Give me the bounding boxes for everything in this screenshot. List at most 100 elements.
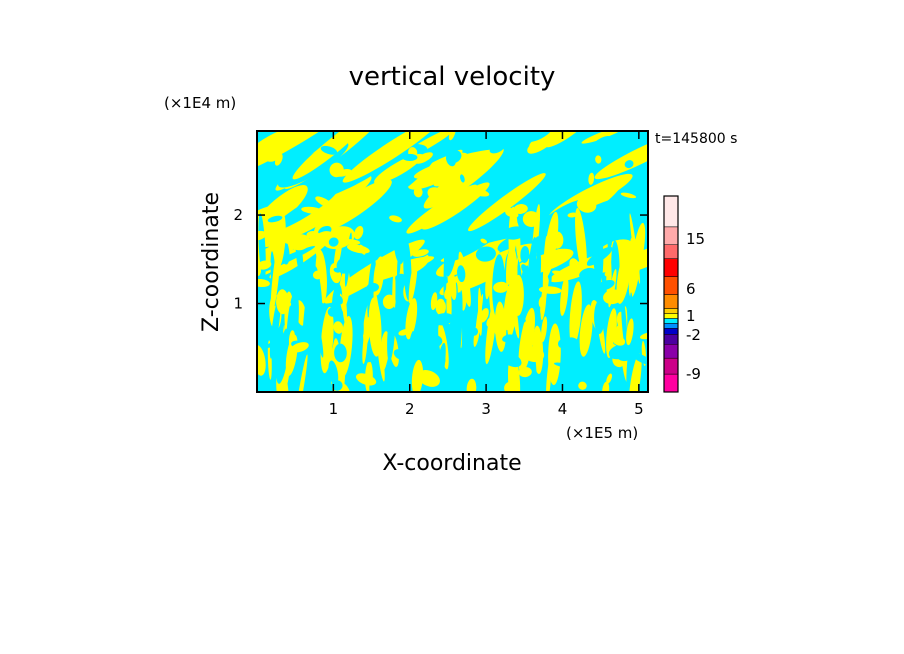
field-speck bbox=[337, 295, 343, 305]
chart-title: vertical velocity bbox=[349, 62, 556, 92]
field-speck bbox=[274, 153, 283, 166]
field-speck bbox=[596, 279, 615, 291]
field-speck bbox=[578, 381, 587, 390]
field-streak bbox=[334, 343, 347, 363]
field-speck bbox=[395, 273, 406, 282]
field-speck bbox=[521, 264, 530, 277]
field-speck bbox=[533, 165, 555, 173]
field-speck bbox=[257, 278, 270, 288]
field-streak bbox=[632, 369, 638, 392]
field-speck bbox=[569, 258, 580, 274]
field-streak bbox=[632, 295, 646, 316]
field-speck bbox=[327, 307, 338, 317]
field-speck bbox=[290, 234, 310, 251]
field-speck bbox=[329, 162, 344, 178]
field-streak bbox=[362, 327, 368, 364]
field-streak bbox=[602, 381, 610, 392]
field-speck bbox=[501, 207, 515, 213]
field-speck bbox=[608, 344, 631, 360]
field-streak bbox=[368, 297, 382, 357]
field-speck bbox=[489, 143, 505, 154]
y-tick-label: 2 bbox=[233, 206, 243, 224]
field-speck bbox=[340, 239, 361, 246]
colorbar-tick-label: 15 bbox=[686, 230, 705, 248]
field-speck bbox=[427, 187, 447, 202]
field-streak bbox=[520, 245, 530, 263]
field-patch bbox=[374, 153, 423, 184]
field-speck bbox=[391, 306, 408, 318]
field-streak bbox=[607, 230, 613, 250]
field-speck bbox=[312, 270, 323, 280]
field-speck bbox=[469, 188, 490, 197]
field-speck bbox=[480, 238, 488, 244]
field-streak bbox=[295, 354, 308, 392]
field-patch bbox=[430, 160, 477, 184]
x-axis-title: X-coordinate bbox=[382, 451, 521, 476]
field-streak bbox=[575, 208, 587, 276]
field-streak bbox=[333, 233, 343, 271]
field-speck bbox=[262, 148, 279, 162]
field-streak bbox=[400, 356, 407, 392]
field-speck bbox=[479, 308, 489, 323]
x-tick-label: 1 bbox=[329, 400, 339, 418]
field-streak bbox=[430, 292, 438, 311]
colorbar-segment bbox=[663, 276, 679, 295]
plot-frame bbox=[256, 130, 649, 393]
field-patch bbox=[342, 131, 442, 183]
field-speck bbox=[624, 160, 634, 169]
field-speck bbox=[593, 135, 612, 147]
field-patch bbox=[581, 131, 625, 144]
field-speck bbox=[523, 346, 545, 363]
field-speck bbox=[366, 282, 379, 292]
colorbar-segment bbox=[663, 323, 679, 329]
field-streak bbox=[387, 305, 396, 362]
field-streak bbox=[594, 300, 605, 335]
field-speck bbox=[328, 237, 339, 247]
field-patch bbox=[546, 131, 585, 148]
field-streak bbox=[530, 251, 542, 320]
colorbar-segment bbox=[663, 308, 679, 314]
field-speck bbox=[414, 152, 433, 164]
field-speck bbox=[568, 180, 577, 194]
field-streak bbox=[579, 304, 593, 357]
velocity-field bbox=[257, 131, 648, 392]
field-streak bbox=[393, 213, 406, 265]
colorbar-segment bbox=[663, 373, 679, 393]
field-blobs bbox=[257, 131, 648, 392]
field-speck bbox=[336, 257, 353, 274]
field-streak bbox=[569, 281, 582, 346]
field-streak bbox=[507, 353, 521, 392]
field-streak bbox=[446, 351, 458, 378]
field-speck bbox=[257, 260, 272, 270]
field-streak bbox=[592, 217, 604, 285]
field-patch bbox=[444, 219, 512, 263]
colorbar-frame bbox=[663, 195, 679, 393]
x-tick-label: 3 bbox=[481, 400, 491, 418]
field-speck bbox=[522, 211, 540, 227]
field-speck bbox=[341, 383, 351, 392]
field-speck bbox=[333, 267, 341, 273]
field-speck bbox=[603, 289, 623, 305]
field-speck bbox=[418, 370, 440, 387]
field-speck bbox=[588, 172, 595, 185]
colorbar-segment bbox=[663, 226, 679, 246]
colorbar-segment bbox=[663, 294, 679, 309]
field-streak bbox=[315, 317, 324, 358]
colorbar-segment bbox=[663, 357, 679, 375]
field-speck bbox=[442, 225, 448, 231]
field-speck bbox=[354, 225, 364, 240]
field-speck bbox=[346, 244, 370, 254]
field-speck bbox=[267, 215, 283, 223]
field-speck bbox=[611, 335, 626, 346]
field-speck bbox=[485, 380, 494, 392]
y-unit-label: (×1E4 m) bbox=[164, 94, 236, 112]
field-streak bbox=[397, 245, 401, 281]
field-speck bbox=[500, 351, 522, 368]
field-speck bbox=[257, 169, 269, 177]
field-streak bbox=[328, 360, 339, 386]
field-speck bbox=[576, 196, 597, 213]
colorbar-tick-label: 6 bbox=[686, 280, 696, 298]
field-speck bbox=[290, 342, 309, 353]
field-speck bbox=[449, 147, 459, 163]
